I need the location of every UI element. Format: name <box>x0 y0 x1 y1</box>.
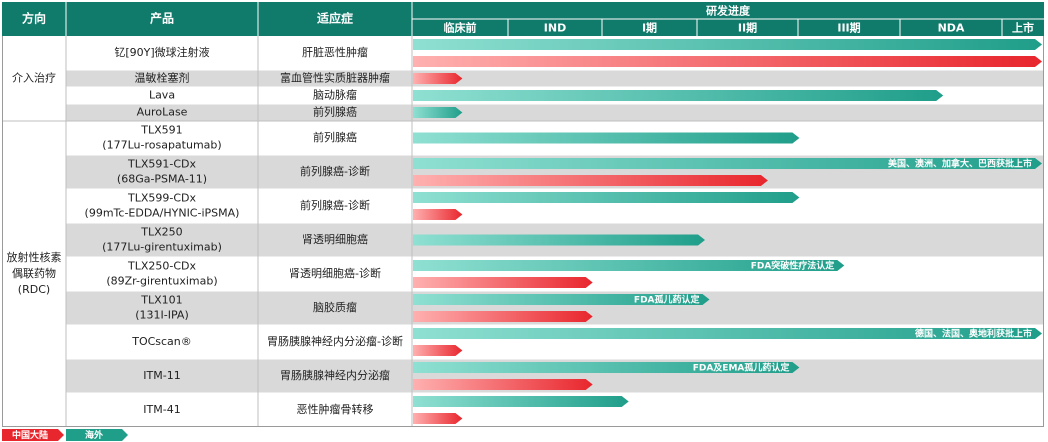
indication-text: 前列腺癌 <box>313 130 357 144</box>
product-name: TLX250 <box>140 226 182 239</box>
bar-annotation: FDA孤儿药认定 <box>634 294 701 306</box>
bar-china-mainland <box>413 413 463 424</box>
header-stage-label: II期 <box>738 21 757 35</box>
header-stage-label: NDA <box>938 22 965 35</box>
indication-text: 恶性肿瘤骨转移 <box>297 402 374 416</box>
bar-china-mainland <box>413 311 593 322</box>
product-name: Lava <box>149 89 175 102</box>
bar-overseas <box>413 39 1042 50</box>
bar-china-mainland <box>413 277 593 288</box>
header-indication: 适应症 <box>317 11 353 26</box>
legend-swatch <box>66 429 128 441</box>
bar-china-mainland <box>413 345 463 356</box>
product-name: (177Lu-rosapatumab) <box>102 139 221 152</box>
bar-china-mainland <box>413 56 1042 67</box>
product-name: (131I-IPA) <box>135 309 189 322</box>
product-name: TLX599-CDx <box>127 192 196 205</box>
table-grid <box>2 2 1044 428</box>
product-name: 温敏栓塞剂 <box>135 71 190 85</box>
product-name: TLX250-CDx <box>127 260 196 273</box>
header-progress: 研发进度 <box>706 4 751 18</box>
group-label: 放射性核素 <box>7 250 62 264</box>
indication-text: 富血管性实质脏器肿瘤 <box>280 71 390 85</box>
bar-china-mainland <box>413 379 593 390</box>
bar-annotation: FDA及EMA孤儿药认定 <box>693 362 791 374</box>
bar-china-mainland <box>413 175 768 186</box>
group-label: 介入治疗 <box>12 71 56 85</box>
product-name: TLX101 <box>140 294 182 307</box>
indication-text: 肝脏恶性肿瘤 <box>302 45 368 59</box>
bar-annotation: 德国、法国、奥地利获批上市 <box>915 328 1032 340</box>
product-name: (68Ga-PSMA-11) <box>117 173 207 186</box>
product-name: ITM-41 <box>143 403 180 416</box>
indication-text: 肾透明细胞癌-诊断 <box>289 266 381 280</box>
row-background <box>66 70 1044 87</box>
bar-overseas <box>413 396 629 407</box>
bar-overseas <box>413 132 800 144</box>
bar-annotation: FDA突破性疗法认定 <box>751 260 836 272</box>
product-name: (99mTc-EDDA/HYNIC-iPSMA) <box>85 207 240 220</box>
product-name: (177Lu-girentuximab) <box>102 241 222 254</box>
indication-text: 胃肠胰腺神经内分泌瘤-诊断 <box>267 334 403 348</box>
group-label: (RDC) <box>18 283 50 296</box>
header-stage-label: 上市 <box>1012 21 1034 35</box>
bar-overseas <box>413 362 800 373</box>
header-direction: 方向 <box>22 11 46 26</box>
product-name: (89Zr-girentuximab) <box>106 275 217 288</box>
header-stage-label: 临床前 <box>444 21 477 35</box>
row-background <box>66 104 1044 121</box>
bar-overseas <box>413 260 845 271</box>
product-name: TLX591 <box>140 124 182 137</box>
header-stage-label: I期 <box>642 21 657 35</box>
header-stage-label: IND <box>544 22 566 35</box>
bar-china-mainland <box>413 73 463 84</box>
indication-text: 肾透明细胞癌 <box>302 232 368 246</box>
indication-text: 前列腺癌-诊断 <box>300 164 370 178</box>
indication-text: 脑动脉瘤 <box>313 88 357 102</box>
bar-overseas <box>413 90 944 101</box>
bar-annotation: 美国、澳洲、加拿大、巴西获批上市 <box>888 158 1032 170</box>
product-name: 钇[90Y]微球注射液 <box>114 45 209 59</box>
product-name: AuroLase <box>137 106 188 119</box>
indication-text: 前列腺癌 <box>313 105 357 119</box>
legend-label: 海外 <box>85 429 103 441</box>
header-product: 产品 <box>150 11 174 26</box>
legend-label: 中国大陆 <box>12 429 48 441</box>
bar-overseas <box>413 328 1042 339</box>
legend-swatch <box>2 429 64 441</box>
product-name: TOCscan® <box>131 335 192 348</box>
legend: 中国大陆 海外 <box>2 429 128 441</box>
progress-bars: 美国、澳洲、加拿大、巴西获批上市 FDA突破性疗法认定 FDA孤儿药认定德国、法国、… <box>413 39 1042 424</box>
bar-overseas <box>413 294 710 305</box>
bar-overseas <box>413 192 800 203</box>
indication-text: 胃肠胰腺神经内分泌瘤 <box>280 368 390 382</box>
bar-china-mainland <box>413 209 463 220</box>
product-name: TLX591-CDx <box>127 158 196 171</box>
group-label: 偶联药物 <box>12 266 56 280</box>
table-background <box>2 36 1044 427</box>
direction-column-background <box>2 36 66 427</box>
bar-overseas <box>413 107 463 118</box>
indication-text: 前列腺癌-诊断 <box>300 198 370 212</box>
header-stage-label: III期 <box>837 21 860 35</box>
bar-overseas <box>413 234 705 246</box>
bar-overseas <box>413 158 1042 169</box>
product-name: ITM-11 <box>143 369 180 382</box>
indication-text: 脑胶质瘤 <box>313 300 357 314</box>
